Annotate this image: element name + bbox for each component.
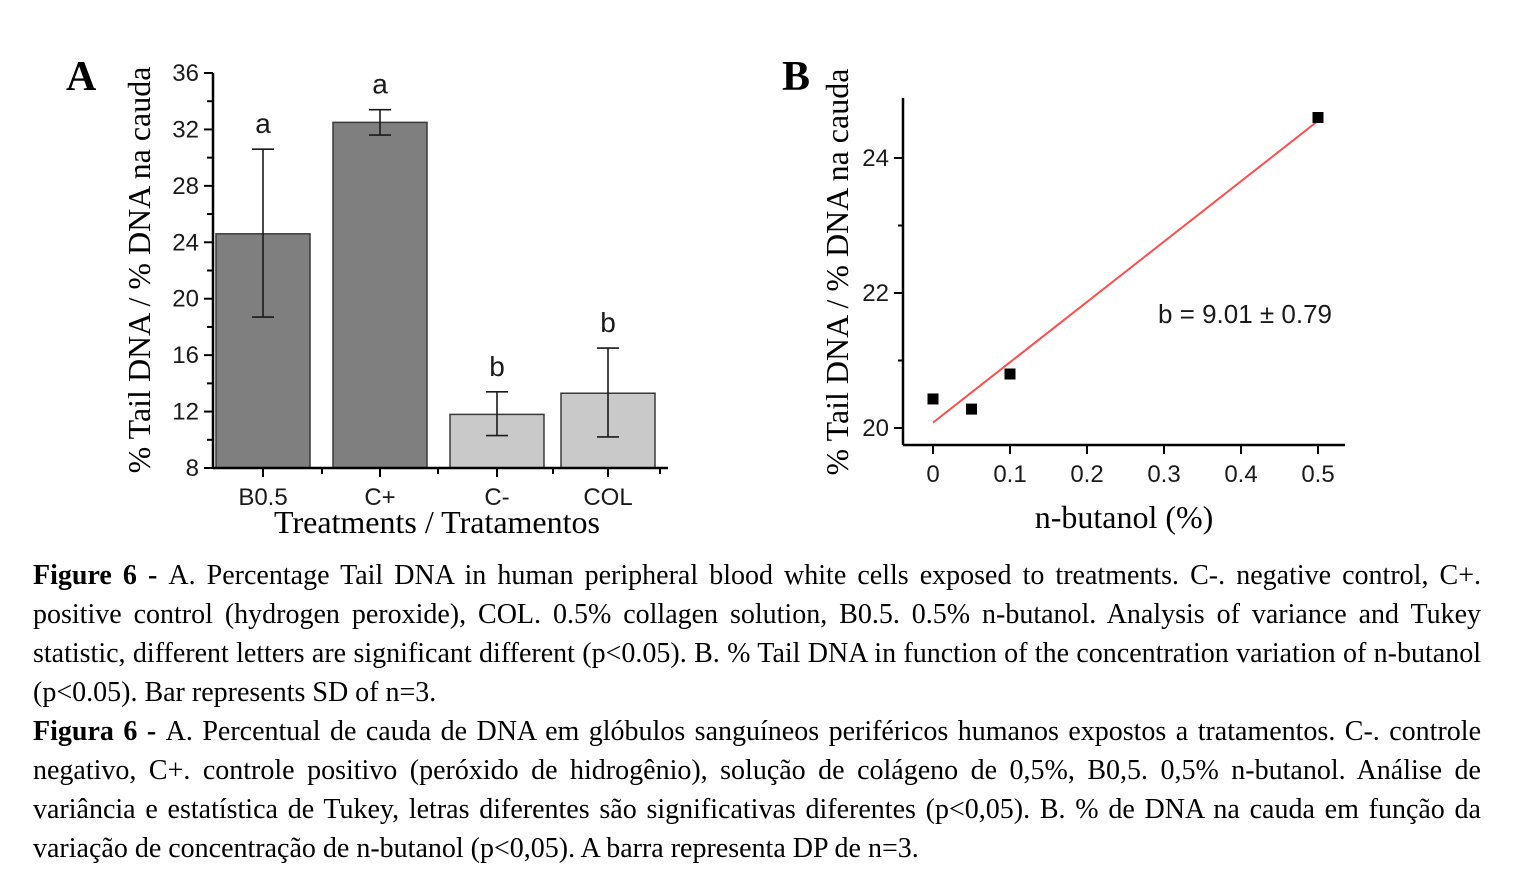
- panel-b-x-tick-label: 0.5: [1301, 461, 1334, 488]
- panel-a-y-tick-label: 16: [172, 342, 199, 369]
- figure-caption: Figure 6 - A. Percentage Tail DNA in hum…: [33, 556, 1481, 868]
- panel-b-x-axis-title: n-butanol (%): [1035, 499, 1214, 535]
- caption-english-text: A. Percentage Tail DNA in human peripher…: [33, 560, 1481, 708]
- panel-a-x-axis-title: Treatments / Tratamentos: [274, 504, 600, 540]
- data-point: [966, 403, 977, 415]
- caption-english-figure-number: Figure 6 -: [33, 560, 169, 591]
- panel-b-y-tick-label: 24: [862, 145, 889, 172]
- panel-b-x-tick-label: 0.1: [993, 461, 1026, 488]
- panel-b-x-tick-label: 0.4: [1224, 461, 1257, 488]
- caption-portuguese-text: A. Percentual de cauda de DNA em glóbulo…: [33, 716, 1481, 864]
- panel-b-x-tick-label: 0.3: [1147, 461, 1180, 488]
- panel-b-x-tick-label: 0.2: [1070, 461, 1103, 488]
- significance-letter: a: [372, 69, 388, 100]
- panel-b-y-axis-title: % Tail DNA / % DNA na cauda: [819, 69, 855, 476]
- panel-a-plot: 8 12 16 20 24 28 32 36 a B0.5 a C+ b C-b COL: [172, 60, 668, 511]
- panel-a-y-tick-label: 32: [172, 116, 199, 143]
- panel-a-x-tick-label: C+: [364, 484, 395, 511]
- bar-C+: [332, 121, 428, 469]
- data-point: [1004, 368, 1016, 380]
- significance-letter: b: [489, 351, 505, 382]
- panel-a-x-tick-label: COL: [583, 484, 632, 511]
- caption-english: Figure 6 - A. Percentage Tail DNA in hum…: [33, 556, 1481, 712]
- figure-panels: A % Tail DNA / % DNA na cauda Treatments…: [66, 54, 1345, 540]
- panel-a-label: A: [66, 54, 97, 100]
- panel-b-scatter-chart: B % Tail DNA / % DNA na cauda n-butanol …: [782, 54, 1345, 535]
- panel-a-y-tick-label: 8: [186, 455, 199, 482]
- panel-b-label: B: [782, 54, 810, 100]
- caption-portuguese-figure-number: Figura 6 -: [33, 716, 166, 747]
- panel-a-x-tick-label: B0.5: [238, 484, 287, 511]
- significance-letter: a: [255, 108, 271, 139]
- panel-b-x-tick-label: 0: [926, 461, 939, 488]
- significance-letter: b: [600, 307, 616, 338]
- regression-slope-annotation: b = 9.01 ± 0.79: [1158, 299, 1332, 329]
- data-point: [1312, 112, 1324, 123]
- data-point: [927, 393, 939, 405]
- panel-a-y-tick-label: 12: [172, 399, 199, 426]
- panel-a-y-tick-label: 24: [172, 229, 199, 256]
- panel-a-bar-chart: A % Tail DNA / % DNA na cauda Treatments…: [66, 54, 668, 540]
- panel-b-y-tick-label: 20: [862, 415, 889, 442]
- panel-a-x-tick-label: C-: [484, 484, 509, 511]
- caption-portuguese: Figura 6 - A. Percentual de cauda de DNA…: [33, 712, 1481, 868]
- panel-a-y-tick-label: 28: [172, 173, 199, 200]
- panel-b-plot: 20 22 24 0 0.1 0.2 0.3 0.4 0.5: [862, 98, 1345, 488]
- panel-a-y-tick-label: 36: [172, 60, 199, 87]
- panel-a-y-axis-title: % Tail DNA / % DNA na cauda: [121, 67, 157, 474]
- panel-a-y-tick-label: 20: [172, 286, 199, 313]
- panel-b-y-tick-label: 22: [862, 280, 889, 307]
- regression-line: [932, 120, 1319, 424]
- figure-svg: A % Tail DNA / % DNA na cauda Treatments…: [66, 54, 1345, 540]
